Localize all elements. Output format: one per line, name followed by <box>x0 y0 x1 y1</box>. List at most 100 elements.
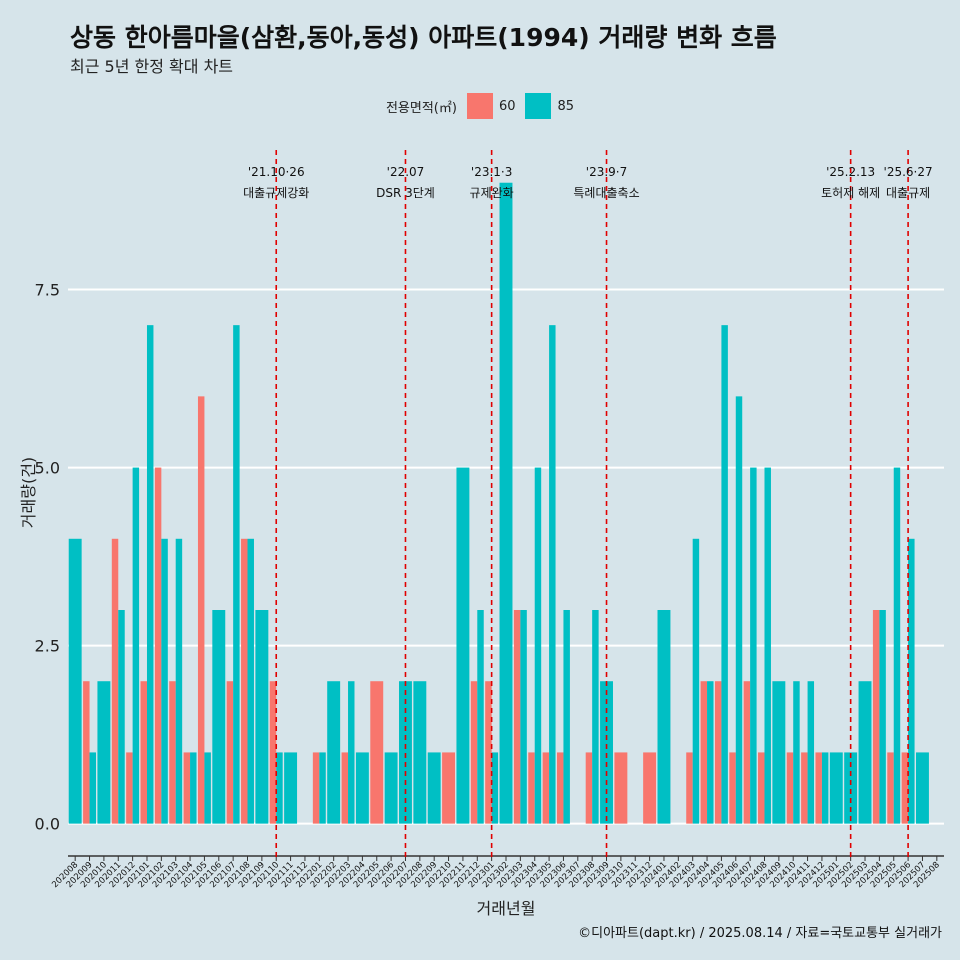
y-tick-label: 7.5 <box>35 281 60 300</box>
bar-60-202301 <box>485 681 492 824</box>
bar-60-202110 <box>269 681 277 824</box>
bar-60-202303 <box>513 610 521 824</box>
bar-60-202205 <box>370 681 384 824</box>
event-label: 규제완화 <box>470 186 514 200</box>
y-axis-title: 거래량(건) <box>19 457 38 528</box>
event-date-label: '21.10·26 <box>248 165 305 179</box>
bar-85-202505 <box>893 467 901 824</box>
bar-85-202103 <box>175 538 183 824</box>
bar-60-202412 <box>815 752 822 824</box>
bar-85-202206 <box>384 752 398 824</box>
bar-60-202103 <box>169 681 176 824</box>
bar-60-202407 <box>743 681 751 824</box>
event-label: 토허제 해제 <box>821 186 880 200</box>
bar-85-202403 <box>692 538 700 824</box>
bar-85-202202 <box>327 681 341 824</box>
bar-60-202505 <box>887 752 894 824</box>
bar-85-202012 <box>132 467 140 824</box>
event-label: 특례대출축소 <box>573 186 639 200</box>
bar-85-202406 <box>735 396 743 824</box>
bar-85-202404 <box>707 681 714 824</box>
bar-60-202011 <box>111 538 119 824</box>
bar-60-202312 <box>643 752 657 824</box>
bar-85-202207 <box>399 681 412 824</box>
bar-85-202409 <box>772 681 786 824</box>
bar-85-202010 <box>97 681 111 824</box>
bar-85-202503 <box>858 681 872 824</box>
bar-60-202408 <box>758 752 765 824</box>
bar-85-202502 <box>844 752 858 824</box>
legend-swatch-85 <box>525 93 552 119</box>
bar-85-202411 <box>807 681 815 824</box>
bar-85-202410 <box>793 681 800 824</box>
legend-title: 전용면적(㎡) <box>385 100 457 116</box>
event-date-label: '25.6·27 <box>884 165 933 179</box>
bar-85-202306 <box>563 610 570 824</box>
bar-60-202203 <box>341 752 349 824</box>
bar-85-202109 <box>255 610 269 824</box>
bar-60-202404 <box>700 681 708 824</box>
bar-60-202108 <box>241 538 248 824</box>
bar-85-202303 <box>520 610 527 824</box>
bar-85-202105 <box>204 752 211 824</box>
bar-60-202306 <box>556 752 564 824</box>
bar-60-202406 <box>729 752 736 824</box>
bar-85-202104 <box>190 752 197 824</box>
legend-label-85: 85 <box>557 98 575 114</box>
bar-85-202208 <box>413 681 427 824</box>
bar-60-202101 <box>140 681 147 824</box>
bar-85-202412 <box>821 752 829 824</box>
bar-85-202302 <box>499 182 513 824</box>
event-date-label: '25.2.13 <box>826 165 875 179</box>
bar-60-202310 <box>614 752 628 824</box>
bar-60-202410 <box>786 752 794 824</box>
bar-85-202008 <box>68 538 82 824</box>
bar-60-202504 <box>872 610 880 824</box>
bar-85-202211 <box>456 467 470 824</box>
bar-85-202101 <box>146 325 154 824</box>
event-label: 대출규제 <box>886 186 930 200</box>
bar-60-202304 <box>528 752 535 824</box>
event-date-label: '23.1·3 <box>471 165 512 179</box>
event-label: DSR 3단계 <box>376 186 435 200</box>
bar-85-202308 <box>592 610 599 824</box>
bar-85-202504 <box>879 610 886 824</box>
legend-swatch-60 <box>466 93 493 119</box>
bar-60-202104 <box>183 752 191 824</box>
bar-85-202301 <box>491 752 499 824</box>
bar-85-202401 <box>657 610 671 824</box>
bar-60-202405 <box>714 681 722 824</box>
bar-60-202308 <box>585 752 593 824</box>
bar-85-202102 <box>161 538 168 824</box>
y-tick-label: 0.0 <box>35 815 60 834</box>
y-tick-label: 2.5 <box>35 637 60 656</box>
bar-60-202506 <box>901 752 909 824</box>
bar-85-202212 <box>477 610 484 824</box>
bar-85-202204 <box>355 752 369 824</box>
bar-85-202305 <box>549 325 556 824</box>
bar-60-202105 <box>197 396 205 824</box>
source-caption: ©디아파트(dapt.kr) / 2025.08.14 / 자료=국토교통부 실… <box>578 926 942 941</box>
bar-60-202210 <box>442 752 456 824</box>
bar-85-202108 <box>247 538 254 824</box>
chart-subtitle: 최근 5년 한정 확대 차트 <box>70 57 234 76</box>
bar-60-202102 <box>154 467 162 824</box>
bar-85-202209 <box>427 752 441 824</box>
legend-label-60: 60 <box>498 98 516 114</box>
chart-title: 상동 한아름마을(삼환,동아,동성) 아파트(1994) 거래량 변화 흐름 <box>70 23 777 52</box>
x-axis-title: 거래년월 <box>477 899 536 918</box>
bar-85-202405 <box>721 325 728 824</box>
y-tick-label: 5.0 <box>35 459 60 478</box>
bar-85-202407 <box>750 467 757 824</box>
bar-85-202009 <box>89 752 97 824</box>
legend: 전용면적(㎡) 60 85 <box>0 93 960 119</box>
bar-60-202411 <box>801 752 808 824</box>
bar-85-202506 <box>908 538 915 824</box>
bar-85-202111 <box>284 752 298 824</box>
bar-85-202201 <box>319 752 326 824</box>
event-date-label: '23.9·7 <box>586 165 627 179</box>
bar-60-202009 <box>83 681 90 824</box>
bar-85-202107 <box>233 325 240 824</box>
